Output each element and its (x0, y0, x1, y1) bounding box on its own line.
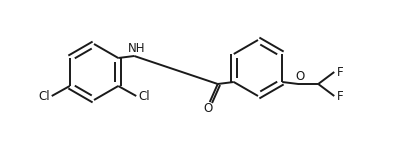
Text: O: O (295, 71, 304, 83)
Text: Cl: Cl (38, 90, 49, 102)
Text: NH: NH (127, 43, 145, 55)
Text: F: F (336, 90, 343, 102)
Text: F: F (336, 66, 343, 78)
Text: O: O (203, 102, 212, 114)
Text: Cl: Cl (138, 90, 150, 102)
